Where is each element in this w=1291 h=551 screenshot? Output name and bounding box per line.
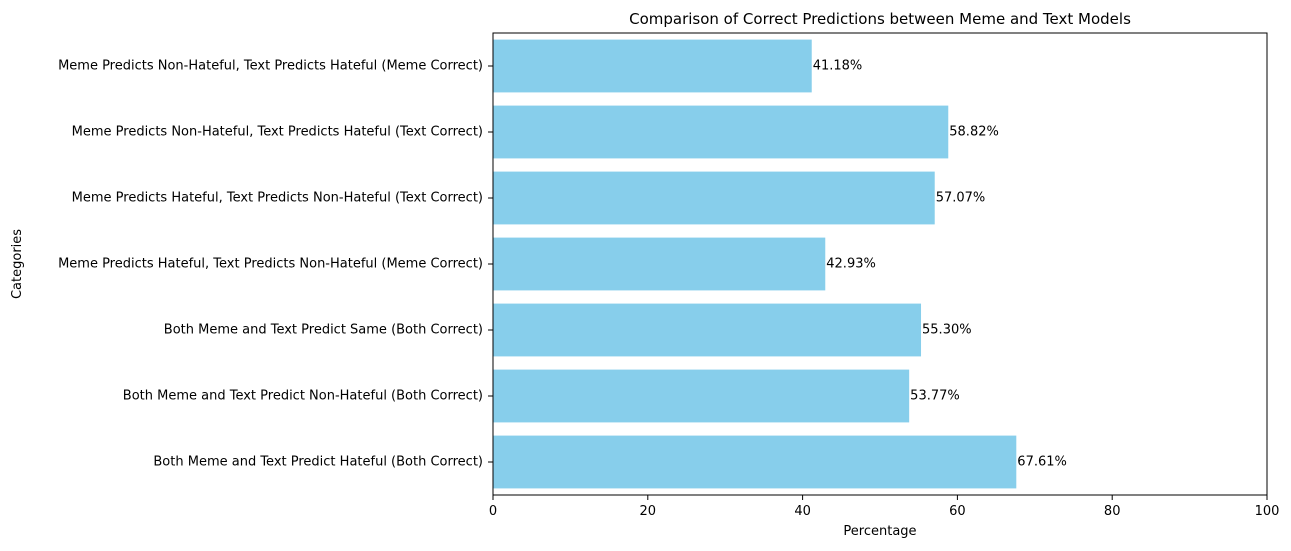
x-tick-label: 60 [949,504,966,519]
bar [493,171,935,225]
y-tick-label: Meme Predicts Hateful, Text Predicts Non… [58,257,483,272]
y-tick-label: Meme Predicts Hateful, Text Predicts Non… [72,191,483,206]
y-tick-labels: Both Meme and Text Predict Hateful (Both… [58,59,493,470]
bars-layer [493,39,1017,489]
x-tick-label: 80 [1104,504,1121,519]
y-tick-label: Meme Predicts Non-Hateful, Text Predicts… [58,59,483,74]
bar [493,105,949,159]
y-tick-label: Both Meme and Text Predict Same (Both Co… [164,323,483,338]
data-label: 58.82% [949,125,999,140]
data-label: 53.77% [910,389,960,404]
y-tick-label: Both Meme and Text Predict Hateful (Both… [153,455,483,470]
y-axis-label: Categories [10,229,25,299]
bar [493,237,826,291]
y-tick-label: Meme Predicts Non-Hateful, Text Predicts… [72,125,483,140]
x-axis-label: Percentage [843,524,916,539]
x-tick-label: 20 [640,504,657,519]
data-labels: 67.61% 53.77% 55.30% 42.93% 57.07% 58.82% 41.1… [813,59,1067,470]
y-tick-label: Both Meme and Text Predict Non-Hateful (… [123,389,483,404]
bar [493,369,910,423]
data-label: 67.61% [1017,455,1067,470]
x-axis: 0 20 40 60 80 100 [489,495,1280,519]
bar [493,435,1017,489]
data-label: 42.93% [826,257,876,272]
chart-title: Comparison of Correct Predictions betwee… [629,10,1131,28]
data-label: 41.18% [813,59,863,74]
x-tick-label: 0 [489,504,497,519]
bar [493,39,812,93]
data-label: 55.30% [922,323,972,338]
bar [493,303,922,357]
x-tick-label: 100 [1255,504,1280,519]
plot-frame [492,32,1268,496]
x-tick-label: 40 [794,504,811,519]
data-label: 57.07% [936,191,986,206]
